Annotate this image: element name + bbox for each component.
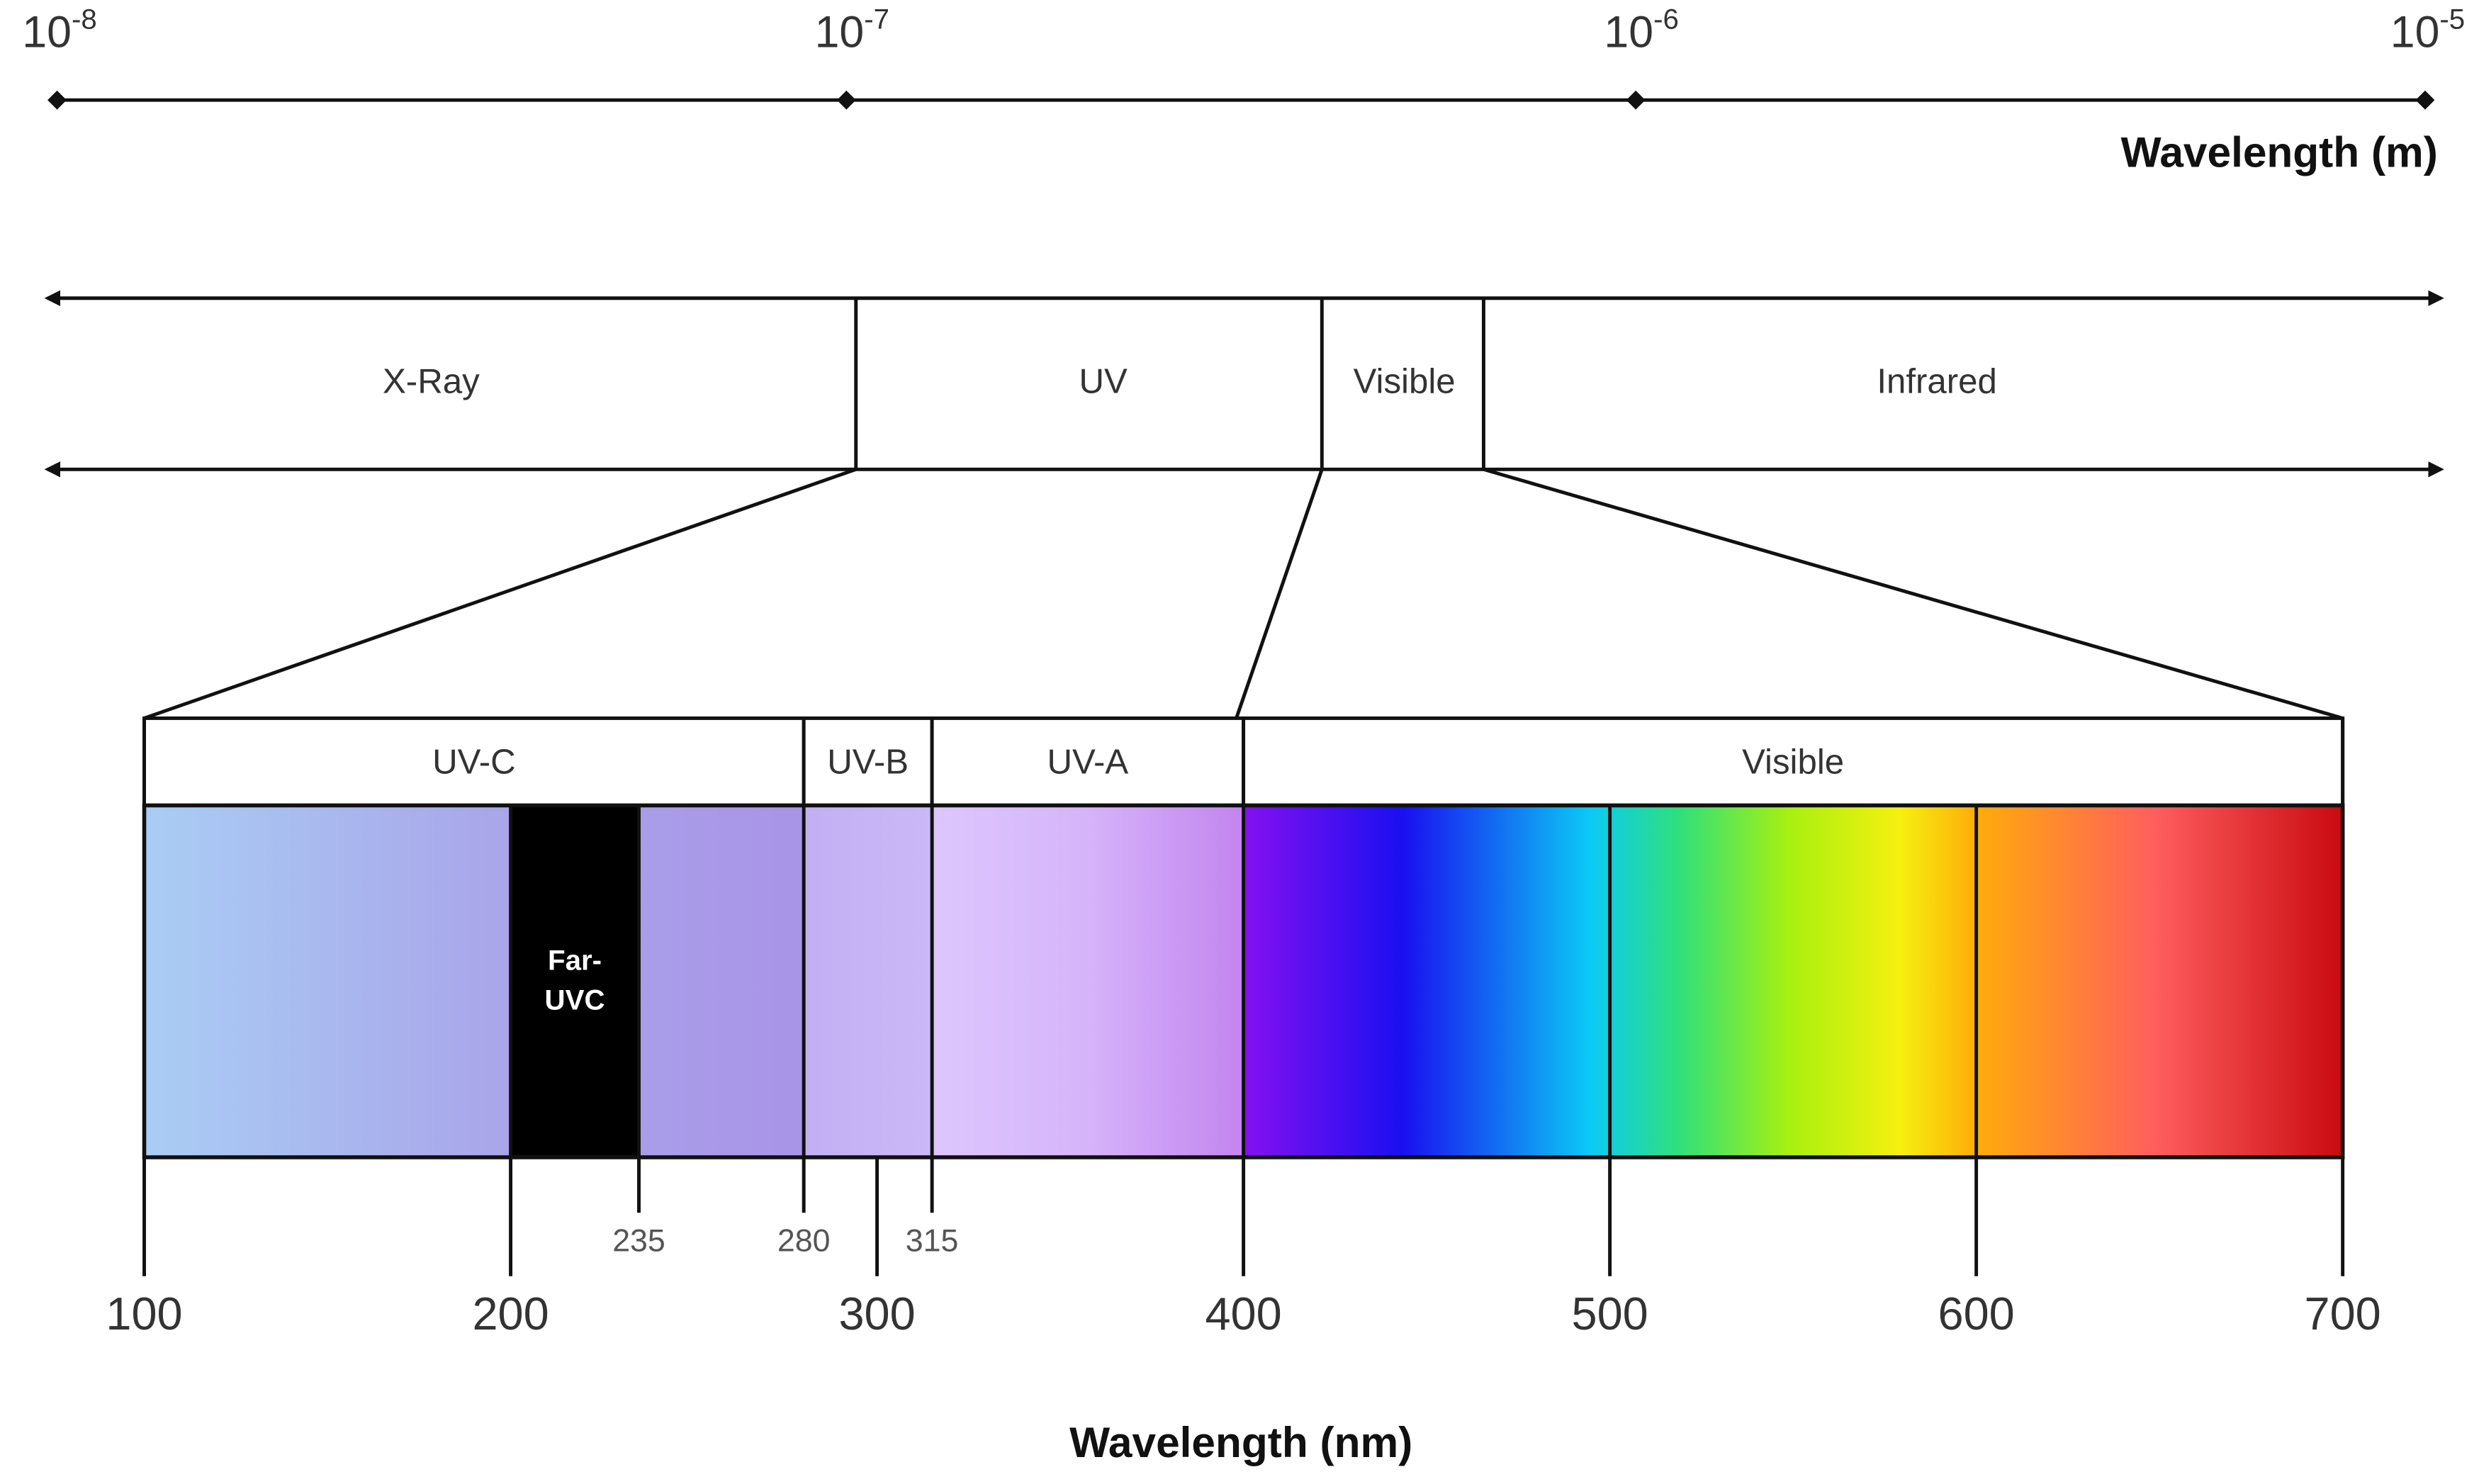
zoom-line [143,467,857,720]
top-tick-label: 10-6 [1604,3,1678,57]
tick-exponent: -8 [72,3,97,35]
far-uvc-label: UVC [545,984,605,1016]
band-label: Visible [1354,362,1456,401]
tick-exponent: -5 [2439,3,2465,35]
major-tick-label: 300 [838,1288,915,1339]
major-tick-label: 400 [1205,1288,1281,1339]
section-header [1242,716,2345,807]
band-label: UV [1079,362,1128,401]
top-tick-label: 10-5 [2390,3,2465,57]
top-tick-label: 10-8 [22,3,96,57]
section-label: Visible [1742,742,1844,781]
tick-base: 10 [2390,7,2440,57]
major-tick-label: 200 [472,1288,549,1339]
top-axis-point [2415,90,2435,110]
spectrum-band [144,805,804,1157]
minor-tick-label: 280 [777,1224,831,1259]
section-label: UV-B [827,742,909,781]
top-tick-label: 10-7 [815,3,889,57]
minor-tick-label: 235 [612,1224,665,1259]
top-axis-title: Wavelength (m) [2121,128,2438,176]
tick-base: 10 [815,7,865,57]
spectrum-band [932,805,1244,1157]
tick-exponent: -6 [1653,3,1679,35]
band-label: X-Ray [383,362,480,401]
major-tick-label: 100 [106,1288,182,1339]
spectrum-band [1243,805,2343,1157]
minor-tick-label: 315 [906,1224,959,1259]
zoom-line [1235,468,1324,719]
section-label: UV-C [432,742,516,781]
band-label: Infrared [1877,362,1997,401]
major-tick-label: 700 [2305,1288,2381,1339]
major-tick-label: 500 [1572,1288,1648,1339]
tick-exponent: -7 [864,3,889,35]
major-tick-label: 600 [1938,1288,2015,1339]
far-uvc-band [510,805,639,1157]
far-uvc-label: Far- [548,945,602,977]
bottom-axis-title: Wavelength (nm) [1069,1418,1412,1466]
tick-base: 10 [1604,7,1653,57]
detail: 10-8 10-7 10-6 10-5UV-C UV-B UV-A VisibleFar-U… [22,3,2465,1339]
tick-base: 10 [22,7,72,57]
top-axis-point [1626,90,1646,110]
spectrum-band [804,805,933,1157]
top-axis-point [836,90,856,110]
top-axis-point [47,90,67,110]
zoom-line [1483,467,2344,720]
section-label: UV-A [1047,742,1128,781]
